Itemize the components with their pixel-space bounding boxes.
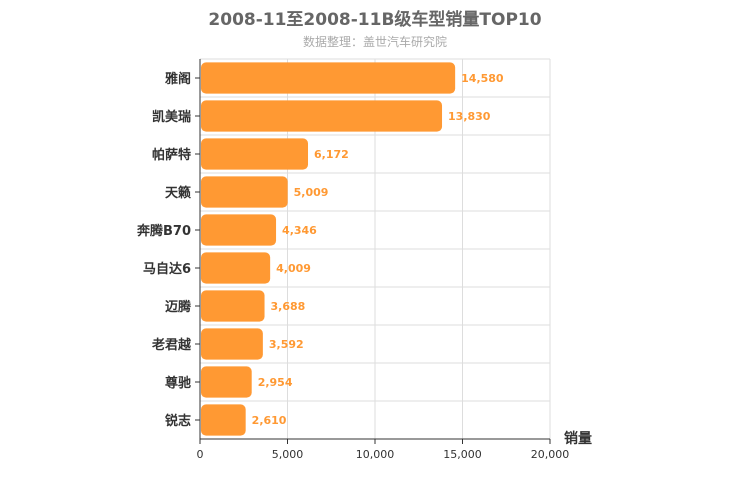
x-tick-label: 0: [197, 448, 204, 461]
x-axis-title: 销量: [564, 430, 592, 447]
category-label: 天籁: [165, 185, 191, 201]
bar-value-label: 4,009: [276, 262, 311, 275]
category-label: 尊驰: [165, 375, 191, 391]
bar-value-label: 2,610: [252, 414, 287, 427]
x-tick-label: 5,000: [272, 448, 304, 461]
category-label: 锐志: [165, 413, 191, 429]
chart-title: 2008-11至2008-11B级车型销量TOP10: [208, 10, 542, 30]
bar: [201, 62, 456, 94]
bar-value-label: 3,688: [271, 300, 306, 313]
bar: [201, 366, 252, 398]
bar: [201, 176, 288, 208]
bar: [201, 100, 443, 132]
bar-value-label: 13,830: [448, 110, 491, 123]
bar-value-label: 3,592: [269, 338, 304, 351]
category-label: 凯美瑞: [152, 109, 191, 125]
x-tick-label: 10,000: [356, 448, 395, 461]
bar: [201, 214, 277, 246]
category-label: 迈腾: [165, 299, 192, 315]
bar: [201, 138, 309, 170]
bar-value-label: 4,346: [282, 224, 317, 237]
bar: [201, 290, 265, 322]
bar: [201, 328, 263, 360]
category-label: 雅阁: [165, 71, 191, 87]
bar-value-label: 2,954: [258, 376, 293, 389]
x-tick-label: 15,000: [443, 448, 482, 461]
bar-value-label: 14,580: [461, 72, 504, 85]
bar: [201, 404, 246, 436]
category-label: 帕萨特: [152, 147, 191, 163]
category-label: 奔腾B70: [136, 223, 191, 239]
x-tick-label: 20,000: [531, 448, 570, 461]
chart-subtitle: 数据整理：盖世汽车研究院: [302, 35, 447, 49]
bar-value-label: 5,009: [294, 186, 329, 199]
category-label: 老君越: [151, 337, 192, 353]
bar-value-label: 6,172: [314, 148, 349, 161]
category-label: 马自达6: [143, 261, 191, 277]
bar: [201, 252, 271, 284]
